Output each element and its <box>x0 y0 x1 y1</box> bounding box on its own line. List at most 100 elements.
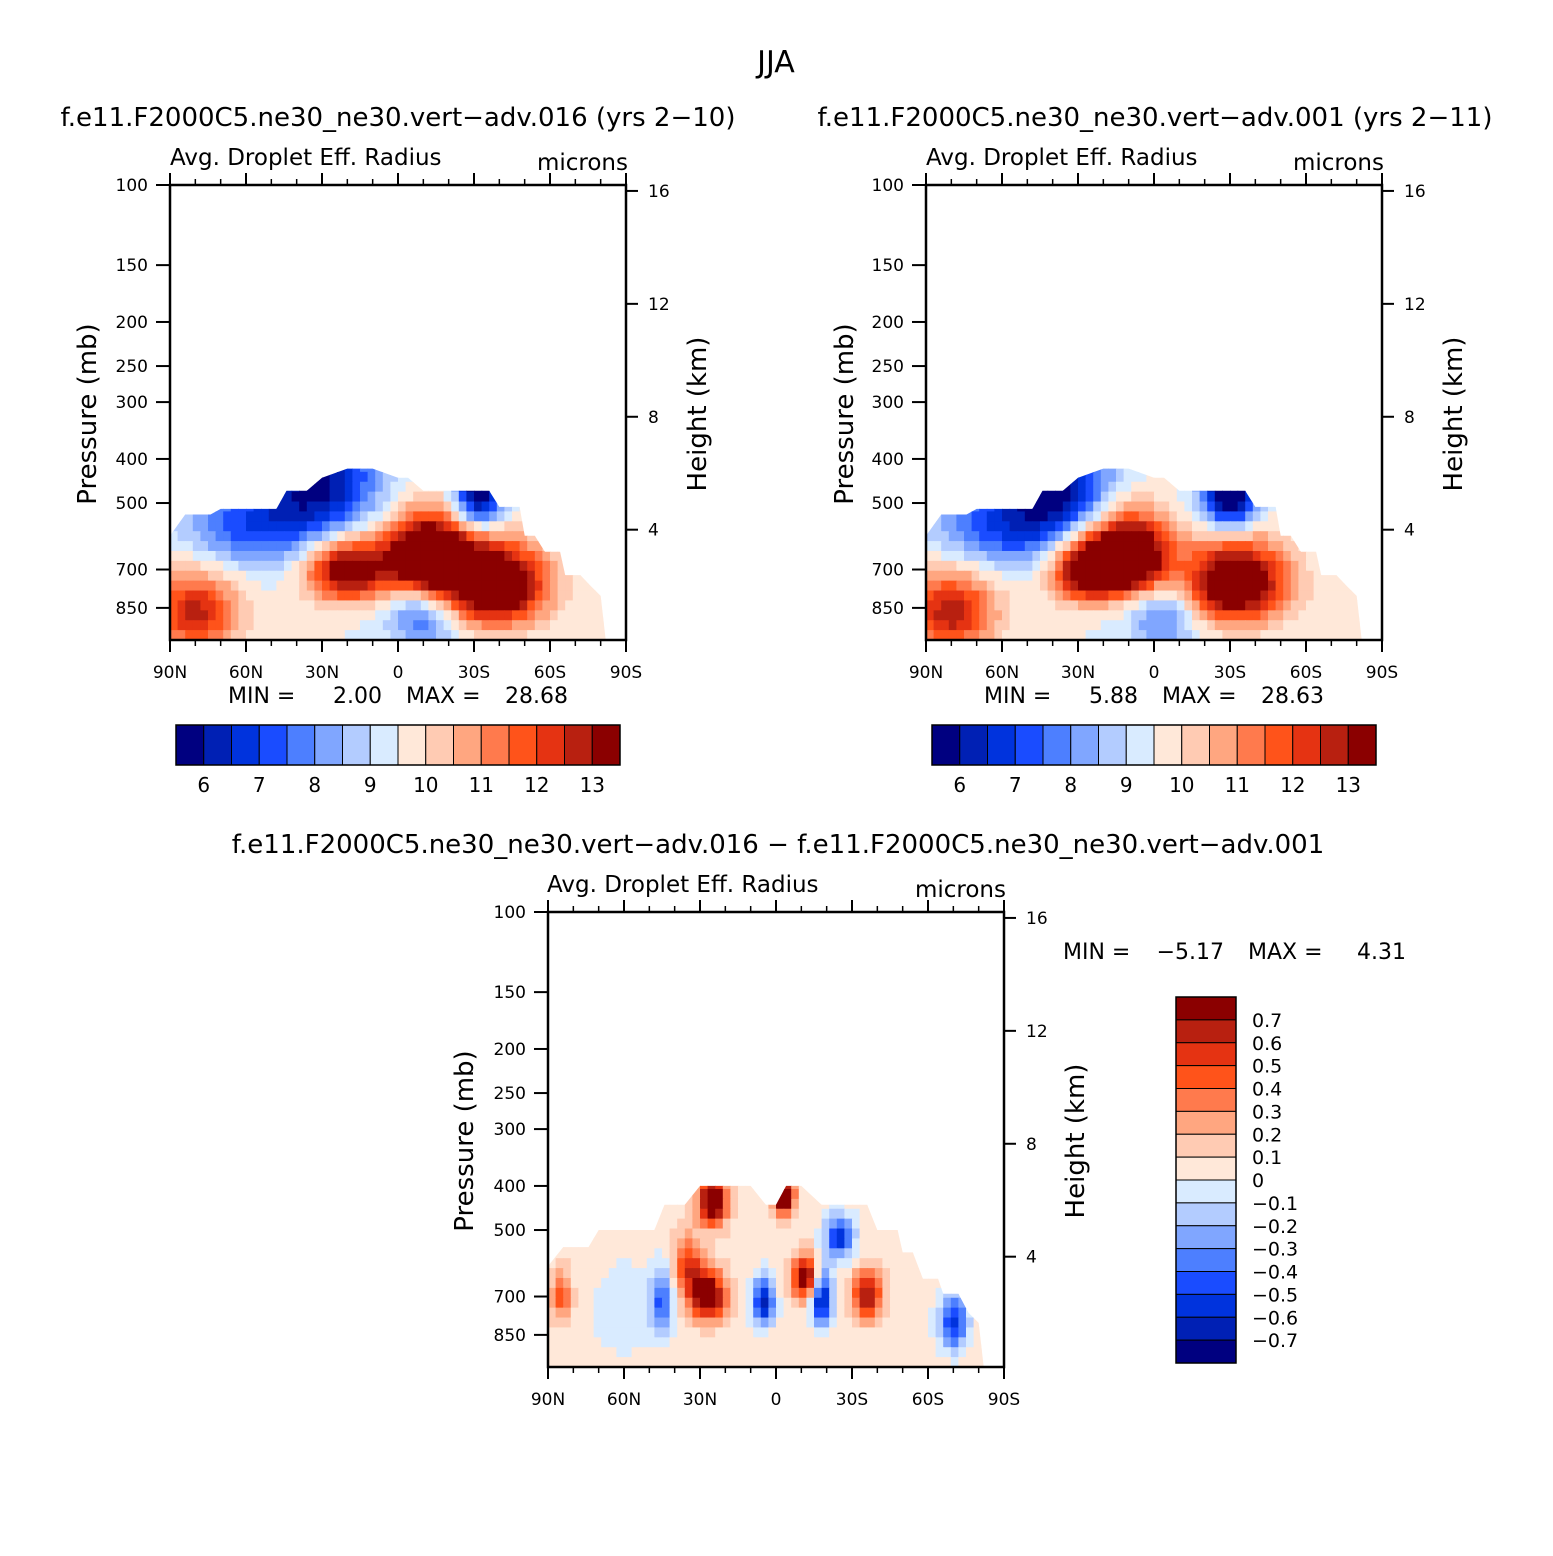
field-cell <box>550 590 559 602</box>
field-cell <box>986 468 995 473</box>
field-cell <box>177 580 186 592</box>
field-cell <box>284 511 293 522</box>
field-cell <box>550 422 558 432</box>
field-cell <box>971 521 980 532</box>
field-cell <box>1328 471 1337 483</box>
field-cell <box>949 274 957 284</box>
field-cell <box>1276 254 1284 264</box>
field-cell <box>1329 205 1337 215</box>
field-cell <box>1253 422 1261 432</box>
field-cell <box>1101 244 1109 254</box>
field-cell <box>413 254 421 264</box>
field-cell <box>1275 471 1284 483</box>
field-cell <box>603 630 606 640</box>
field-cell <box>481 501 490 513</box>
field-cell <box>979 244 987 254</box>
field-cell <box>1048 363 1056 373</box>
field-cell <box>1298 471 1307 483</box>
field-cell <box>253 610 262 621</box>
field-cell <box>535 274 543 284</box>
field-cell <box>254 264 262 274</box>
field-cell <box>1276 225 1284 235</box>
field-cell <box>178 452 186 462</box>
field-cell <box>276 195 284 205</box>
field-cell <box>413 373 421 383</box>
field-cell <box>1154 501 1163 513</box>
field-cell <box>223 413 231 423</box>
field-cell <box>1162 343 1170 353</box>
field-cell <box>482 383 490 393</box>
field-cell <box>1222 333 1230 343</box>
field-cell <box>284 363 292 373</box>
field-cell <box>330 215 338 225</box>
field-cell <box>261 580 270 592</box>
field-cell <box>223 432 231 442</box>
field-cell <box>231 452 239 462</box>
field-cell <box>1215 363 1223 373</box>
field-cell <box>497 393 505 403</box>
field-cell <box>451 600 460 611</box>
field-cell <box>215 570 224 582</box>
field-cell <box>1184 452 1192 462</box>
field-cell <box>474 383 482 393</box>
field-cell <box>550 225 558 235</box>
field-cell <box>934 373 942 383</box>
field-cell <box>1352 432 1360 442</box>
field-cell <box>1329 383 1337 393</box>
field-cell <box>375 610 384 621</box>
field-cell <box>1252 471 1261 483</box>
field-cell <box>1146 304 1154 314</box>
field-cell <box>421 274 429 284</box>
field-cell <box>238 363 246 373</box>
field-cell <box>956 452 964 462</box>
field-cell <box>1040 304 1048 314</box>
field-cell <box>1070 234 1078 244</box>
field-cell <box>1352 304 1360 314</box>
field-cell <box>330 254 338 264</box>
field-cell <box>1040 501 1049 513</box>
field-cell <box>1086 314 1094 324</box>
field-cell <box>580 363 588 373</box>
field-cell <box>246 353 254 363</box>
field-cell <box>337 343 345 353</box>
field-cell <box>1245 403 1253 413</box>
field-cell <box>949 403 957 413</box>
field-cell <box>1162 353 1170 363</box>
field-cell <box>185 294 193 304</box>
field-cell <box>193 452 201 462</box>
field-cell <box>1260 304 1268 314</box>
field-cell <box>934 274 942 284</box>
field-cell <box>398 630 407 640</box>
field-cell <box>1260 432 1268 442</box>
field-cell <box>956 304 964 314</box>
field-cell <box>979 294 987 304</box>
field-cell <box>1131 314 1139 324</box>
field-cell <box>1207 225 1215 235</box>
field-cell <box>451 314 459 324</box>
field-cell <box>398 225 406 235</box>
field-cell <box>489 501 498 513</box>
field-cell <box>557 590 566 602</box>
field-cell <box>1230 225 1238 235</box>
field-cell <box>1291 254 1299 264</box>
field-cell <box>934 383 942 393</box>
field-cell <box>1138 501 1147 513</box>
field-cell <box>1238 274 1246 284</box>
field-cell <box>474 580 483 592</box>
field-cell <box>1176 471 1185 483</box>
field-cell <box>1192 333 1200 343</box>
field-cell <box>208 244 216 254</box>
field-cell <box>588 468 597 473</box>
field-cell <box>972 383 980 393</box>
field-cell <box>383 383 391 393</box>
field-cell <box>1024 531 1033 542</box>
field-cell <box>1291 323 1299 333</box>
field-cell <box>314 491 323 503</box>
field-cell <box>573 422 581 432</box>
field-cell <box>1024 501 1033 513</box>
field-cell <box>1252 468 1261 473</box>
field-cell <box>550 600 559 611</box>
field-cell <box>238 541 247 552</box>
field-cell <box>1184 501 1193 513</box>
field-cell <box>1078 323 1086 333</box>
